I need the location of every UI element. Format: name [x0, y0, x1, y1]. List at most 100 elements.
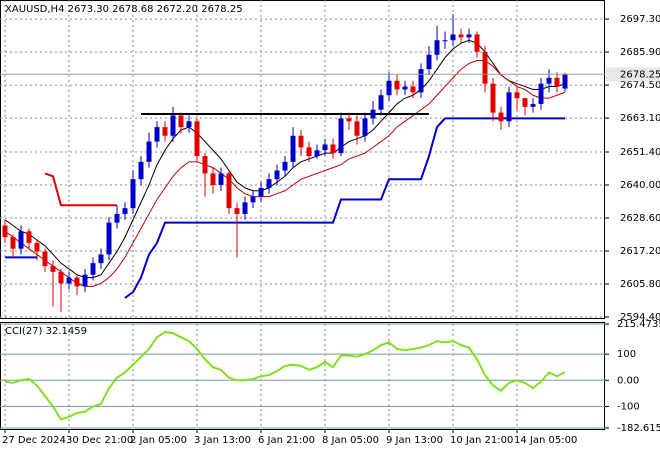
candle-body — [434, 40, 440, 55]
candle-body — [386, 80, 392, 96]
candle-body — [170, 115, 176, 136]
candle-body — [458, 34, 464, 38]
candle-body — [34, 242, 40, 252]
candle-body — [130, 179, 136, 209]
candle-body — [146, 141, 152, 162]
indicator-line — [124, 117, 565, 299]
candle-body — [82, 274, 88, 287]
candle-body — [522, 98, 528, 107]
x-tick-label: 3 Jan 13:00 — [194, 435, 251, 446]
candle-body — [178, 115, 184, 128]
candle-body — [194, 121, 200, 157]
candle-body — [490, 83, 496, 113]
candle-body — [2, 225, 8, 238]
candle-body — [346, 118, 352, 122]
candle-body — [482, 51, 488, 84]
candle-body — [442, 40, 448, 42]
candle-body — [122, 208, 128, 214]
candle-body — [210, 173, 216, 185]
candle-body — [274, 170, 280, 180]
candle-body — [338, 118, 344, 154]
candle-body — [298, 135, 304, 148]
candle-body — [58, 271, 64, 284]
candle-body — [394, 80, 400, 90]
x-tick-label: 30 Dec 21:00 — [66, 435, 133, 446]
current-price-box — [606, 67, 660, 82]
candle-body — [506, 92, 512, 122]
candle-body — [186, 121, 192, 128]
candle-body — [562, 74, 568, 89]
candle-body — [418, 69, 424, 93]
candle-body — [498, 112, 504, 122]
indicator-title: CCI(27) 32.1459 — [5, 326, 87, 337]
candle-body — [66, 277, 72, 284]
indicator-panel-border — [0, 322, 605, 430]
candle-body — [26, 231, 32, 243]
candle-body — [362, 118, 368, 136]
candle-body — [106, 222, 112, 255]
y-tick-label: 2605.80 — [620, 279, 660, 290]
x-tick-label: 8 Jan 05:00 — [322, 435, 379, 446]
candle-body — [98, 254, 104, 264]
y-tick-label: 2617.20 — [620, 246, 660, 257]
candle-body — [322, 144, 328, 151]
y2-tick-label: 100 — [617, 349, 636, 360]
candle-body — [410, 86, 416, 93]
candle-body — [162, 127, 168, 136]
candle-body — [42, 251, 48, 267]
x-tick-label: 14 Jan 05:00 — [514, 435, 577, 446]
x-tick-label: 2 Jan 05:00 — [130, 435, 187, 446]
candle-body — [290, 135, 296, 162]
main-panel-border — [0, 0, 605, 319]
y2-tick-label: -182.6154 — [617, 423, 660, 434]
candle-body — [202, 156, 208, 174]
indicator-line — [4, 60, 566, 287]
chart-title: XAUUSD,H4 2673.30 2678.68 2672.20 2678.2… — [5, 4, 243, 15]
y2-tick-label: 215.4735 — [617, 319, 660, 330]
x-tick-label: 9 Jan 13:00 — [386, 435, 443, 446]
candle-body — [378, 95, 384, 110]
candle-body — [50, 266, 56, 272]
candle-body — [354, 121, 360, 136]
candle-body — [466, 34, 472, 38]
candle-body — [138, 161, 144, 180]
y2-tick-label: -100 — [617, 401, 640, 412]
candle-body — [10, 237, 16, 249]
y-tick-label: 2594.40 — [620, 312, 660, 323]
candle-body — [330, 144, 336, 154]
candle-body — [242, 202, 248, 214]
y-tick-label: 2685.90 — [620, 47, 660, 58]
candle-body — [306, 147, 312, 157]
current-price-label: 2678.25 — [620, 69, 660, 80]
candle-body — [546, 77, 552, 84]
x-tick-label: 27 Dec 2024 — [2, 435, 66, 446]
candle-body — [250, 196, 256, 203]
candle-body — [18, 231, 24, 249]
candle-body — [474, 34, 480, 52]
marks — [0, 14, 605, 421]
candle-body — [554, 77, 560, 87]
candle-body — [226, 173, 232, 209]
candle-body — [538, 83, 544, 104]
candle-body — [154, 127, 160, 142]
y2-tick-label: 0.00 — [617, 375, 639, 386]
indicator-line — [44, 172, 117, 207]
candle-body — [258, 187, 264, 197]
y-tick-label: 2651.40 — [620, 147, 660, 158]
candle-body — [514, 92, 520, 99]
candle-body — [266, 179, 272, 188]
candle-body — [234, 208, 240, 214]
candle-body — [282, 161, 288, 171]
y-tick-label: 2674.50 — [620, 80, 660, 91]
candle-body — [314, 150, 320, 157]
y-tick-label: 2663.10 — [620, 113, 660, 124]
candle-body — [450, 34, 456, 41]
candle-body — [402, 86, 408, 90]
x-tick-label: 10 Jan 21:00 — [450, 435, 513, 446]
candle-body — [370, 109, 376, 119]
candle-body — [74, 277, 80, 287]
candle-body — [218, 173, 224, 185]
candle-body — [90, 263, 96, 275]
